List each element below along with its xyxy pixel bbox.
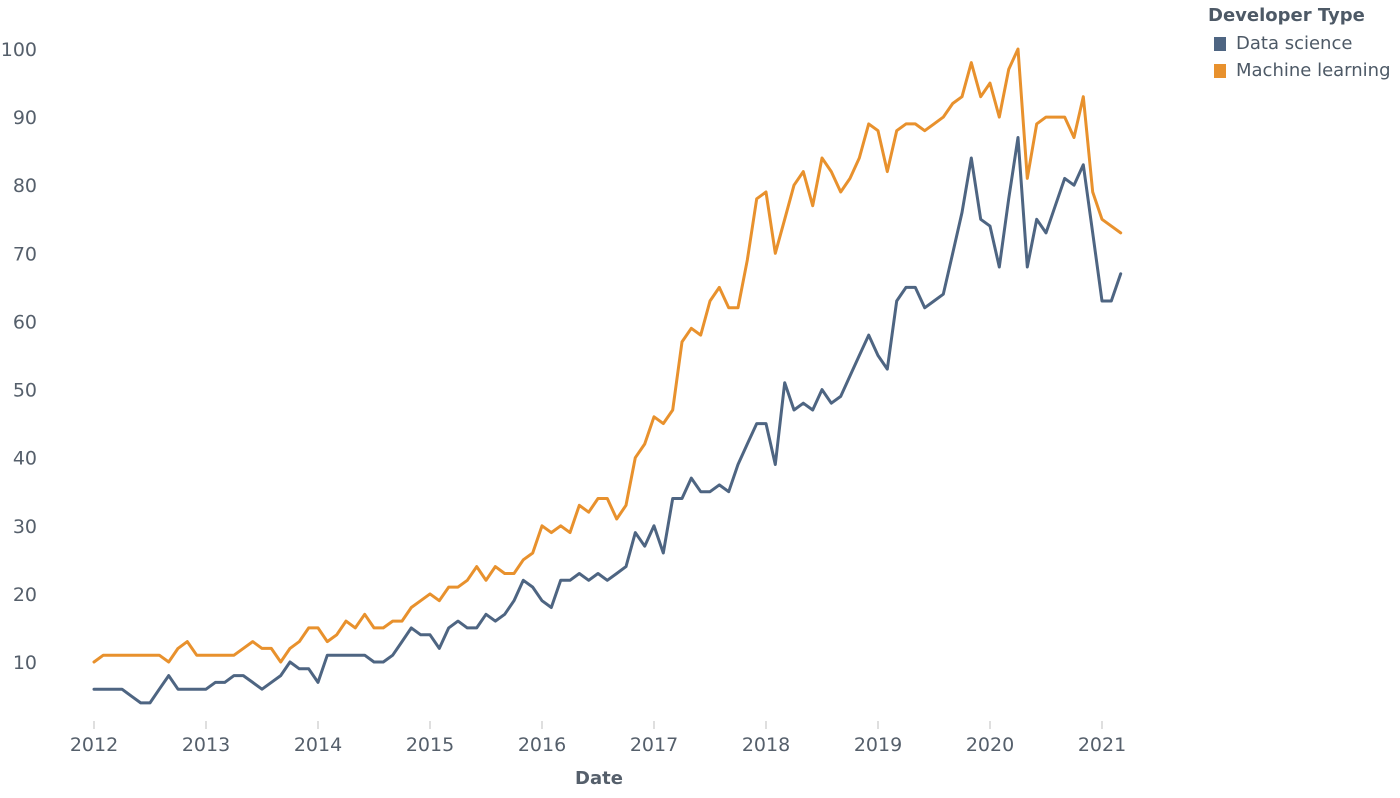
legend-item[interactable]: Data science bbox=[1208, 30, 1391, 57]
x-tick-label: 2016 bbox=[518, 734, 566, 756]
x-tick-label: 2017 bbox=[630, 734, 678, 756]
x-tick-label: 2020 bbox=[966, 734, 1014, 756]
legend-swatch bbox=[1214, 36, 1226, 51]
x-axis-title: Date bbox=[575, 768, 623, 789]
x-tick-label: 2015 bbox=[406, 734, 454, 756]
x-tick-label: 2013 bbox=[182, 734, 230, 756]
x-tick-label: 2021 bbox=[1078, 734, 1126, 756]
y-tick-label: 40 bbox=[13, 448, 37, 470]
x-tick-label: 2019 bbox=[854, 734, 902, 756]
y-tick-label: 90 bbox=[13, 107, 37, 129]
series-line-data-science bbox=[92, 136, 1123, 705]
x-axis: 2012 2013 2014 2015 2016 2017 2018 2019 2020 2021 bbox=[70, 721, 1126, 756]
legend-swatch bbox=[1214, 63, 1226, 78]
x-tick-label: 2018 bbox=[742, 734, 790, 756]
legend-title: Developer Type bbox=[1208, 5, 1365, 26]
legend-items: Data science Machine learning bbox=[1208, 30, 1391, 84]
y-tick-label: 100 bbox=[1, 39, 37, 61]
y-tick-label: 60 bbox=[13, 311, 37, 333]
y-tick-label: 30 bbox=[13, 516, 37, 538]
y-tick-label: 20 bbox=[13, 584, 37, 606]
legend: Developer Type Data science Machine learn… bbox=[1208, 5, 1391, 84]
legend-label: Machine learning bbox=[1236, 60, 1391, 81]
y-tick-label: 50 bbox=[13, 380, 37, 402]
y-tick-label: 80 bbox=[13, 175, 37, 197]
legend-item[interactable]: Machine learning bbox=[1208, 57, 1391, 84]
plot-area bbox=[92, 47, 1123, 705]
series-line-machine-learning bbox=[92, 47, 1123, 664]
y-tick-label: 70 bbox=[13, 243, 37, 265]
x-tick-label: 2014 bbox=[294, 734, 342, 756]
legend-label: Data science bbox=[1236, 33, 1353, 54]
y-tick-label: 10 bbox=[13, 652, 37, 674]
x-tick-label: 2012 bbox=[70, 734, 118, 756]
y-axis: 10 20 30 40 50 60 70 80 90 100 bbox=[1, 39, 37, 674]
